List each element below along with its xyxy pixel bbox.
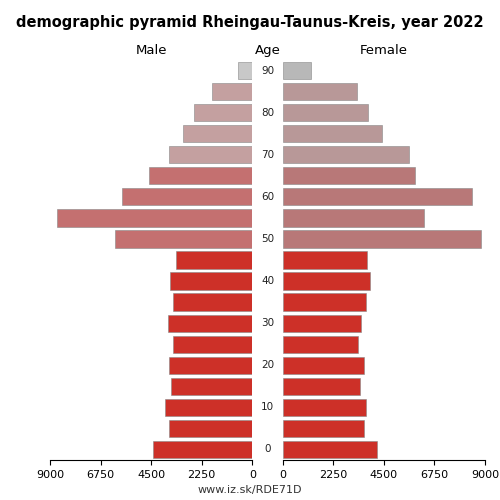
Bar [282,146,408,164]
Bar [115,230,252,248]
Bar [282,210,424,226]
Text: www.iz.sk/RDE71D: www.iz.sk/RDE71D [198,485,302,495]
Bar [154,441,252,458]
Bar [282,230,480,248]
Bar [282,125,382,142]
Bar [282,252,367,268]
Bar [282,294,366,310]
Text: 20: 20 [261,360,274,370]
Bar [169,146,252,164]
Bar [172,336,252,353]
Bar [168,314,252,332]
Bar [282,83,357,100]
Text: 80: 80 [261,108,274,118]
Title: Age: Age [254,44,280,58]
Bar [282,336,358,353]
Bar [282,356,364,374]
Text: 90: 90 [261,66,274,76]
Bar [282,314,362,332]
Bar [282,104,368,122]
Bar [282,188,472,206]
Bar [182,125,252,142]
Bar [282,62,311,79]
Bar [238,62,252,79]
Text: 70: 70 [261,150,274,160]
Bar [169,420,252,437]
Bar [176,252,252,268]
Text: 40: 40 [261,276,274,286]
Bar [282,272,370,289]
Bar [170,272,252,289]
Bar [282,441,377,458]
Text: demographic pyramid Rheingau-Taunus-Kreis, year 2022: demographic pyramid Rheingau-Taunus-Krei… [16,15,484,30]
Text: 60: 60 [261,192,274,202]
Bar [212,83,252,100]
Bar [164,398,252,416]
Bar [282,378,360,395]
Bar [169,356,252,374]
Text: 10: 10 [261,402,274,412]
Text: 0: 0 [264,444,271,454]
Bar [172,378,252,395]
Bar [194,104,252,122]
Title: Male: Male [136,44,167,58]
Bar [122,188,252,206]
Text: 50: 50 [261,234,274,244]
Text: 30: 30 [261,318,274,328]
Title: Female: Female [360,44,408,58]
Bar [56,210,252,226]
Bar [282,398,366,416]
Bar [149,167,252,184]
Bar [172,294,252,310]
Bar [282,420,364,437]
Bar [282,167,416,184]
